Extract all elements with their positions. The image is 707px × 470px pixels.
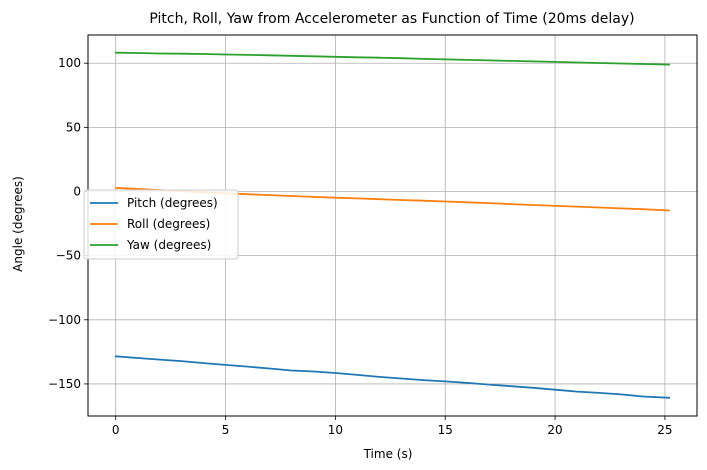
x-axis-label: Time (s) <box>363 447 413 461</box>
x-tick-label: 0 <box>112 423 120 437</box>
y-tick-label: −100 <box>48 313 81 327</box>
ticks: 0 5 10 15 20 25 −150 −100 −50 0 50 100 <box>48 56 673 437</box>
grid <box>88 35 697 416</box>
series-line-pitch <box>114 355 671 399</box>
x-tick-label: 25 <box>657 423 672 437</box>
y-tick-label: 50 <box>66 120 81 134</box>
y-axis-label: Angle (degrees) <box>11 176 25 272</box>
y-tick-label: −150 <box>48 377 81 391</box>
y-tick-label: −50 <box>56 249 81 263</box>
x-tick-label: 10 <box>328 423 343 437</box>
legend-label-pitch: Pitch (degrees) <box>127 196 218 210</box>
x-tick-label: 5 <box>222 423 230 437</box>
legend-label-yaw: Yaw (degrees) <box>126 238 211 252</box>
series-line-yaw <box>114 51 671 66</box>
chart-title: Pitch, Roll, Yaw from Accelerometer as F… <box>149 11 634 27</box>
x-tick-label: 15 <box>438 423 453 437</box>
legend: Pitch (degrees) Roll (degrees) Yaw (degr… <box>83 189 239 260</box>
y-tick-label: 0 <box>73 185 81 199</box>
legend-box <box>83 189 239 260</box>
x-tick-label: 20 <box>547 423 562 437</box>
y-tick-label: 100 <box>58 56 81 70</box>
legend-label-roll: Roll (degrees) <box>127 217 210 231</box>
